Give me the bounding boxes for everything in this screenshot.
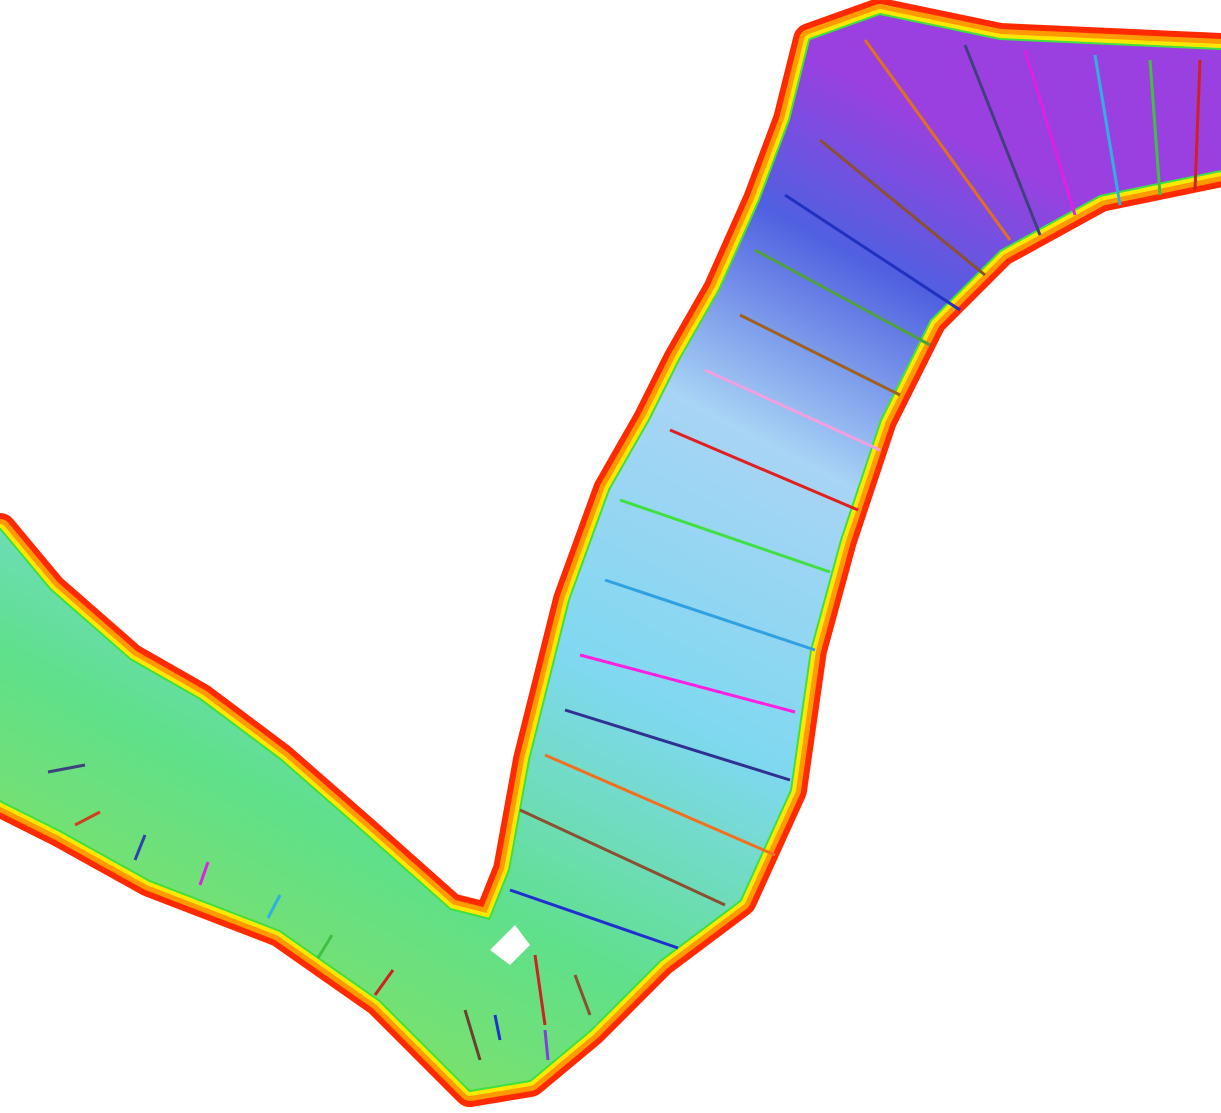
section-line <box>543 1029 550 1061</box>
section-line <box>564 708 791 782</box>
cross-sections <box>47 39 1202 1061</box>
section-line <box>1093 54 1122 206</box>
section-line <box>544 753 776 857</box>
section-line <box>509 888 679 950</box>
terrain-bands <box>0 15 1221 1090</box>
section-line <box>669 428 859 512</box>
section-line <box>963 44 1042 236</box>
section-line <box>1023 49 1077 216</box>
section-line <box>373 969 395 996</box>
section-line <box>493 1014 502 1041</box>
section-line <box>198 861 210 886</box>
section-line <box>863 39 1012 241</box>
section-line <box>47 763 86 774</box>
section-line <box>604 578 816 652</box>
section-line <box>704 368 881 452</box>
section-line <box>1193 59 1202 191</box>
section-line <box>316 934 334 959</box>
section-line <box>74 810 101 827</box>
section-line <box>266 894 282 919</box>
section-line <box>463 1009 482 1061</box>
section-line <box>519 808 726 907</box>
section-line <box>784 193 961 312</box>
section-line <box>533 954 547 1026</box>
valley-floor <box>0 15 1221 1090</box>
section-line <box>1148 59 1162 196</box>
section-line <box>819 138 986 277</box>
section-line <box>739 313 901 397</box>
junction <box>490 925 530 965</box>
section-line <box>619 498 831 574</box>
section-line <box>579 653 796 714</box>
section-line <box>133 834 147 861</box>
section-line <box>754 248 931 347</box>
section-line <box>573 974 592 1016</box>
